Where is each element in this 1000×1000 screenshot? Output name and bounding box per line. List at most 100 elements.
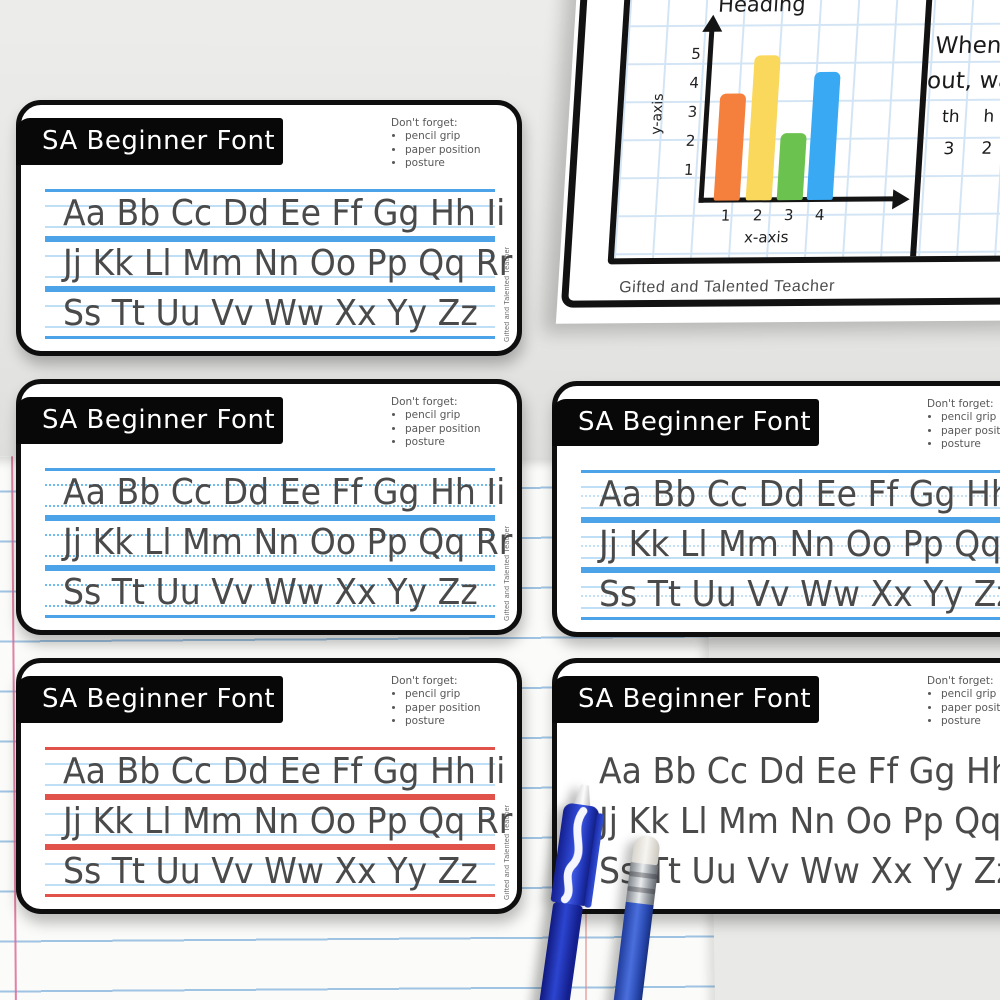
alphabet-letters: Ss Tt Uu Vv Ww Xx Yy Zz xyxy=(599,574,1000,615)
table-header-th: th xyxy=(941,106,961,128)
reminder-item: posture xyxy=(405,715,487,727)
reminder-list: pencil grip paper position posture xyxy=(391,688,487,727)
guide-line-xheight xyxy=(45,863,495,865)
alphabet-row: Aa Bb Cc Dd Ee Ff Gg Hh Ii xyxy=(581,470,1000,520)
reminder-item: paper position xyxy=(405,702,487,714)
reminder-note: Don't forget: pencil grip paper position… xyxy=(391,396,487,450)
alphabet-letters: Ss Tt Uu Vv Ww Xx Yy Zz xyxy=(63,293,478,334)
alphabet-row: Aa Bb Cc Dd Ee Ff Gg Hh Ii xyxy=(45,747,505,797)
guide-line-bottom xyxy=(45,286,495,289)
alphabet-card-bottom-left: SA Beginner Font Don't forget: pencil gr… xyxy=(16,658,522,914)
alphabet-card-middle-left: SA Beginner Font Don't forget: pencil gr… xyxy=(16,379,522,635)
alphabet-card-bottom-right: SA Beginner Font Don't forget: pencil gr… xyxy=(552,658,1000,914)
alphabet-row: Jj Kk Ll Mm Nn Oo Pp Qq Rr xyxy=(45,518,512,568)
guide-line-top xyxy=(581,470,1000,473)
alphabet-row: Aa Bb Cc Dd Ee Ff Gg Hh Ii xyxy=(45,468,506,518)
reminder-item: posture xyxy=(405,157,487,169)
guide-line-bottom xyxy=(45,236,495,239)
guide-line-xheight xyxy=(45,484,495,486)
guide-line-bottom xyxy=(45,565,495,568)
guide-line-baseline xyxy=(581,607,1000,609)
alphabet-letters: Ss Tt Uu Vv Ww Xx Yy Zz xyxy=(63,851,478,892)
guide-line-xheight xyxy=(581,586,1000,588)
x-axis-arrow-icon xyxy=(892,189,911,210)
reminder-item: pencil grip xyxy=(941,688,1000,700)
pencil-shaft xyxy=(609,901,654,1000)
worksheet-credit: Gifted and Talented Teacher xyxy=(618,277,836,297)
y-tick-2: 2 xyxy=(685,131,696,150)
blue-pen xyxy=(523,781,611,1000)
guide-line-baseline xyxy=(45,784,495,786)
card-title: SA Beginner Font xyxy=(42,684,276,714)
pen-tip xyxy=(574,784,593,806)
guide-line-baseline xyxy=(581,557,1000,559)
y-tick-3: 3 xyxy=(687,102,698,121)
alphabet-letters: Aa Bb Cc Dd Ee Ff Gg Hh Ii xyxy=(63,472,506,513)
alphabet-letters: Jj Kk Ll Mm Nn Oo Pp Qq Rr xyxy=(599,801,1000,842)
worksheet-text-line-1: When xyxy=(934,32,1000,60)
notebook-margin-line-2 xyxy=(585,860,587,1000)
guide-line-top xyxy=(45,797,495,800)
alphabet-card-top-left: SA Beginner Font Don't forget: pencil gr… xyxy=(16,100,522,356)
card-title-bar: SA Beginner Font xyxy=(552,399,819,446)
reminder-item: paper position xyxy=(405,144,487,156)
guide-line-top xyxy=(45,568,495,571)
guide-line-xheight xyxy=(45,255,495,257)
pencil-eraser xyxy=(631,834,661,866)
reminder-item: posture xyxy=(941,438,1000,450)
y-tick-1: 1 xyxy=(683,160,695,179)
y-axis-label: y-axis xyxy=(648,93,667,135)
chart-bar-3 xyxy=(776,133,807,201)
reminder-note: Don't forget: pencil grip paper position… xyxy=(391,675,487,729)
guide-line-top xyxy=(45,747,495,750)
alphabet-rows: Aa Bb Cc Dd Ee Ff Gg Hh Ii Jj Kk Ll Mm N… xyxy=(45,468,512,618)
reminder-item: posture xyxy=(405,436,487,448)
guide-line-baseline xyxy=(45,276,495,278)
alphabet-row: Aa Bb Cc Dd Ee Ff Gg Hh Ii xyxy=(45,189,506,239)
card-title-bar: SA Beginner Font xyxy=(16,397,283,444)
guide-line-baseline xyxy=(45,834,495,836)
guide-line-top xyxy=(45,239,495,242)
alphabet-letters: Aa Bb Cc Dd Ee Ff Gg Hh Ii xyxy=(63,193,506,234)
x-tick-2: 2 xyxy=(752,206,764,225)
alphabet-row: Aa Bb Cc Dd Ee Ff Gg Hh Ii xyxy=(581,747,1000,797)
reminder-item: pencil grip xyxy=(405,409,487,421)
y-tick-5: 5 xyxy=(690,44,702,63)
guide-line-baseline xyxy=(45,505,495,507)
alphabet-letters: Jj Kk Ll Mm Nn Oo Pp Qq Rr xyxy=(599,524,1000,565)
guide-line-baseline xyxy=(45,326,495,328)
pen-cap xyxy=(550,802,605,909)
reminder-note: Don't forget: pencil grip paper position… xyxy=(391,117,487,171)
alphabet-row: Jj Kk Ll Mm Nn Oo Pp Qq Rr xyxy=(581,797,1000,847)
alphabet-row: Ss Tt Uu Vv Ww Xx Yy Zz xyxy=(45,847,495,897)
guide-line-xheight xyxy=(45,813,495,815)
alphabet-card-middle-right: SA Beginner Font Don't forget: pencil gr… xyxy=(552,381,1000,637)
worksheet-panel-divider xyxy=(910,0,938,257)
card-title-bar: SA Beginner Font xyxy=(16,676,283,723)
guide-line-xheight xyxy=(45,305,495,307)
guide-line-top xyxy=(45,289,495,292)
alphabet-letters: Ss Tt Uu Vv Ww Xx Yy Zz xyxy=(63,572,478,613)
reminder-note: Don't forget: pencil grip paper position… xyxy=(927,675,1000,729)
card-title: SA Beginner Font xyxy=(578,407,812,437)
table-value-2: 2 xyxy=(980,138,993,159)
alphabet-letters: Jj Kk Ll Mm Nn Oo Pp Qq Rr xyxy=(63,801,513,842)
guide-line-xheight xyxy=(581,486,1000,488)
guide-line-top xyxy=(45,518,495,521)
table-header-h: h xyxy=(982,106,995,127)
reminder-note: Don't forget: pencil grip paper position… xyxy=(927,398,1000,452)
card-title-bar: SA Beginner Font xyxy=(552,676,819,723)
reminder-item: posture xyxy=(941,715,1000,727)
guide-line-bottom xyxy=(581,567,1000,570)
x-tick-4: 4 xyxy=(814,205,826,224)
alphabet-row: Ss Tt Uu Vv Ww Xx Yy Zz xyxy=(45,289,495,339)
guide-line-baseline xyxy=(45,555,495,557)
alphabet-row: Ss Tt Uu Vv Ww Xx Yy Zz xyxy=(581,847,1000,897)
alphabet-letters: Aa Bb Cc Dd Ee Ff Gg Hh Ii xyxy=(599,751,1000,792)
reminder-list: pencil grip paper position posture xyxy=(391,409,487,448)
reminder-item: paper position xyxy=(405,423,487,435)
alphabet-rows: Aa Bb Cc Dd Ee Ff Gg Hh Ii Jj Kk Ll Mm N… xyxy=(581,747,1000,897)
pen-swirl-decoration xyxy=(560,807,588,904)
guide-line-center-dotted xyxy=(581,545,1000,547)
